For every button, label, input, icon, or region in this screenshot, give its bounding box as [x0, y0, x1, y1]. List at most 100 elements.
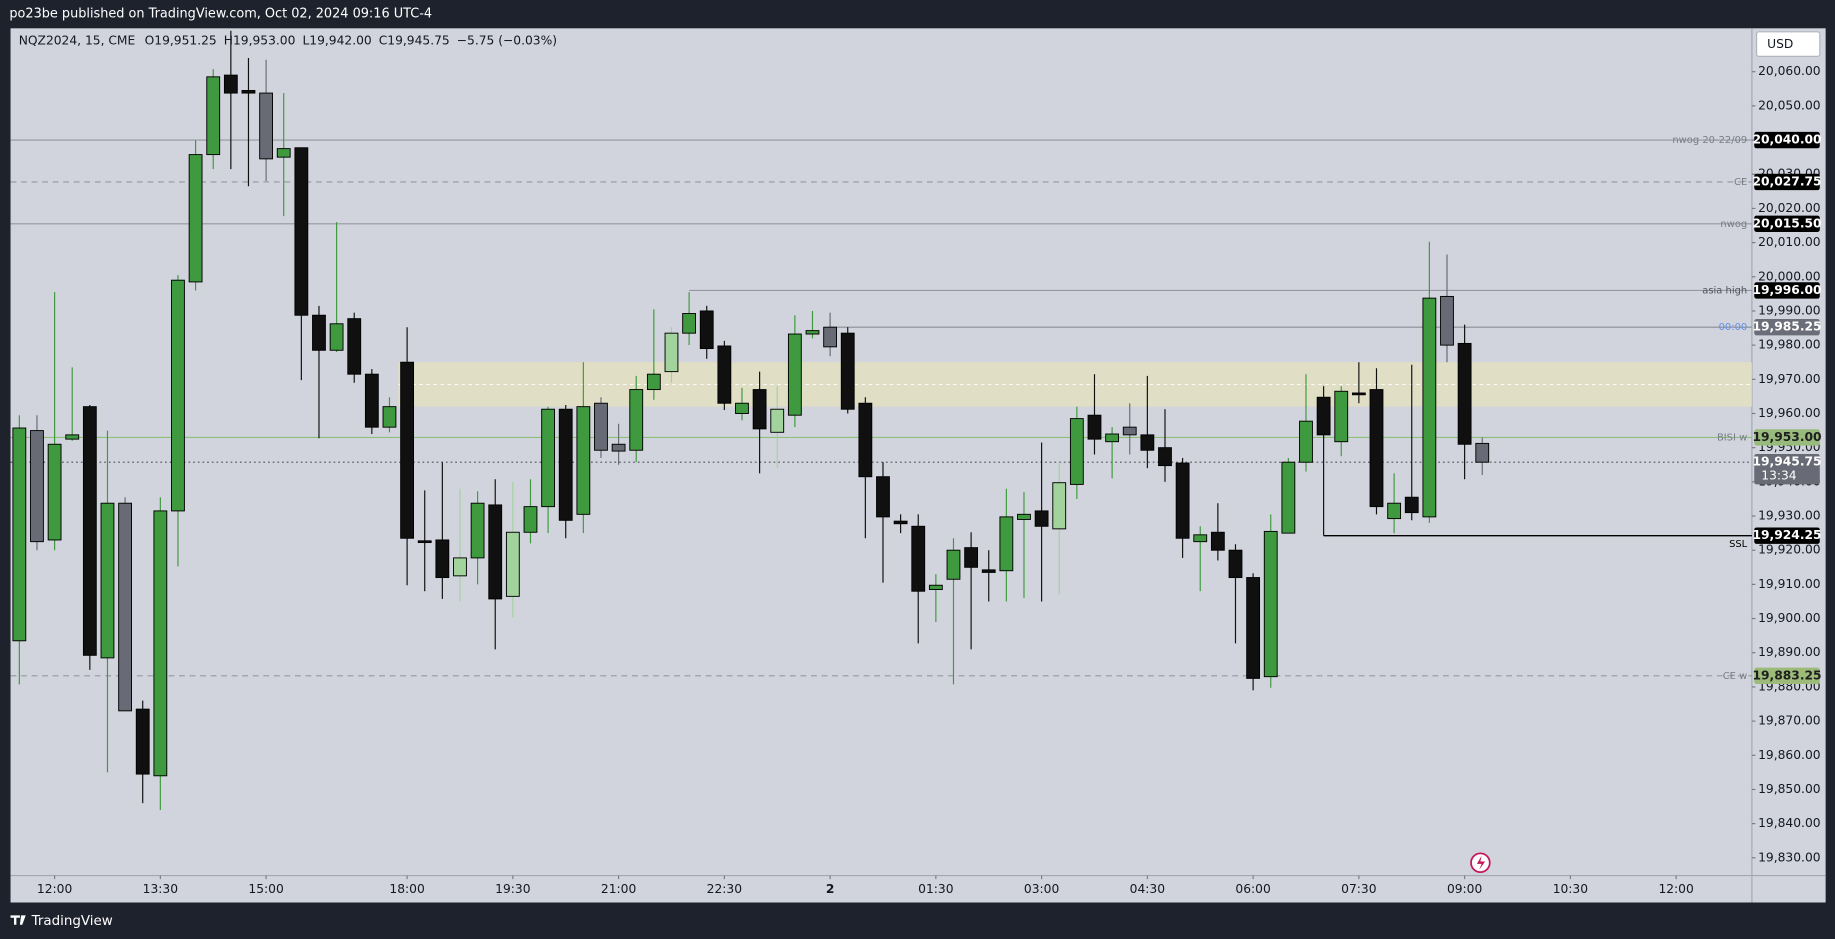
- y-tick-label: 20,000.00: [1758, 269, 1820, 283]
- candle-body: [611, 443, 626, 452]
- candle-body: [488, 504, 503, 600]
- level-label: nwog 20-22/09: [1672, 135, 1747, 146]
- x-tick-label: 04:30: [1130, 882, 1165, 896]
- candle-body: [928, 584, 943, 590]
- candle-body: [1193, 534, 1208, 543]
- x-tick-label: 18:00: [389, 882, 424, 896]
- candle-body: [981, 569, 996, 573]
- candle-body: [1457, 342, 1472, 445]
- candle-body: [752, 389, 767, 430]
- price-tag: [1754, 454, 1820, 485]
- y-tick-label: 19,930.00: [1758, 509, 1820, 523]
- candle-body: [876, 476, 890, 518]
- candle-body: [241, 90, 256, 94]
- candle-body: [118, 502, 133, 712]
- plot: nwog 20-22/09 CE nwog asia high 00:00 BISI w S…: [10, 30, 1752, 810]
- candle-body: [699, 310, 714, 350]
- candle-body: [171, 279, 185, 512]
- legend-change: −5.75 (−0.03%): [457, 34, 557, 48]
- chart-area: [10, 28, 1826, 903]
- candle-body: [770, 408, 785, 433]
- y-tick-label: 19,920.00: [1758, 543, 1820, 557]
- price-tag: [1754, 527, 1820, 544]
- candle-body: [223, 74, 238, 94]
- candle-body: [893, 520, 908, 525]
- candle-body: [417, 540, 432, 544]
- x-tick-label: 07:30: [1341, 882, 1376, 896]
- candle-body: [717, 345, 732, 404]
- legend-close: C19,945.75: [379, 34, 450, 48]
- y-tick-label: 19,910.00: [1758, 577, 1820, 591]
- x-tick-label: 19:30: [495, 882, 530, 896]
- currency-button[interactable]: [1756, 31, 1821, 57]
- candle-body: [400, 361, 415, 539]
- candle-body: [1105, 433, 1120, 443]
- candle-body: [347, 318, 362, 375]
- candle-body: [1158, 447, 1172, 467]
- candle-body: [629, 389, 644, 451]
- y-tick-label: 19,850.00: [1758, 782, 1820, 796]
- candle-body: [735, 402, 749, 414]
- y-tick-label: 19,870.00: [1758, 714, 1820, 728]
- price-tag-label: 20,027.75: [1752, 174, 1821, 188]
- candle-body: [12, 427, 27, 642]
- y-tick-label: 19,900.00: [1758, 611, 1820, 625]
- x-tick-label: 01:30: [918, 882, 953, 896]
- y-tick-label: 19,840.00: [1758, 816, 1820, 830]
- price-tag-label: 19,883.25: [1752, 668, 1821, 682]
- price-tag: [1754, 319, 1820, 336]
- currency-label[interactable]: USD: [1767, 37, 1793, 51]
- price-tag-label: 19,996.00: [1752, 283, 1821, 297]
- y-tick-label: 19,960.00: [1758, 406, 1820, 420]
- x-tick-label: 15:00: [248, 882, 283, 896]
- candle-body: [259, 92, 274, 160]
- price-tag: [1754, 215, 1820, 232]
- candle-body: [30, 430, 44, 543]
- price-tag: [1754, 282, 1820, 299]
- y-tick-label: 20,010.00: [1758, 235, 1820, 249]
- candle-body: [911, 525, 926, 592]
- candle-body: [47, 443, 62, 541]
- candle-body: [558, 408, 573, 521]
- candle-body: [1246, 577, 1261, 679]
- candle-body: [1175, 462, 1190, 539]
- candle-body: [1017, 513, 1031, 520]
- countdown-label: 13:34: [1761, 469, 1797, 483]
- x-tick-label: 12:00: [1658, 882, 1693, 896]
- legend-open: O19,951.25: [145, 34, 217, 48]
- candle-body: [1422, 297, 1437, 518]
- level-label: nwog: [1720, 219, 1747, 230]
- candle-body: [840, 332, 855, 410]
- y-tick-label: 19,980.00: [1758, 338, 1820, 352]
- price-tag: [1754, 429, 1820, 446]
- candle-body: [329, 323, 344, 351]
- level-label: CE: [1734, 177, 1747, 188]
- candle-body: [594, 402, 608, 451]
- candle-body: [435, 539, 450, 579]
- x-tick-label: 03:00: [1024, 882, 1059, 896]
- candle-body: [576, 406, 591, 515]
- candle-body: [470, 502, 485, 559]
- level-label: BISI w: [1717, 432, 1747, 443]
- candle-body: [206, 76, 221, 156]
- candle-body: [1122, 426, 1137, 436]
- candle-body: [1475, 442, 1490, 463]
- price-tag-label: 20,040.00: [1752, 133, 1821, 147]
- candle-body: [999, 516, 1014, 572]
- candle-body: [276, 148, 291, 158]
- candle-body: [1334, 390, 1349, 443]
- y-tick-label: 19,830.00: [1758, 850, 1820, 864]
- candle-body: [1069, 418, 1084, 485]
- candle-body: [312, 314, 326, 351]
- candle-body: [1281, 461, 1296, 534]
- candle-body: [153, 510, 168, 777]
- legend-low: L19,942.00: [302, 34, 371, 48]
- candle-body: [1228, 549, 1243, 579]
- price-tag: [1754, 667, 1820, 685]
- candle-body: [382, 406, 397, 428]
- level-label: 00:00: [1719, 322, 1748, 333]
- price-tag-label: 20,015.50: [1752, 216, 1821, 230]
- x-tick-label: 22:30: [707, 882, 742, 896]
- candle-body: [541, 408, 556, 508]
